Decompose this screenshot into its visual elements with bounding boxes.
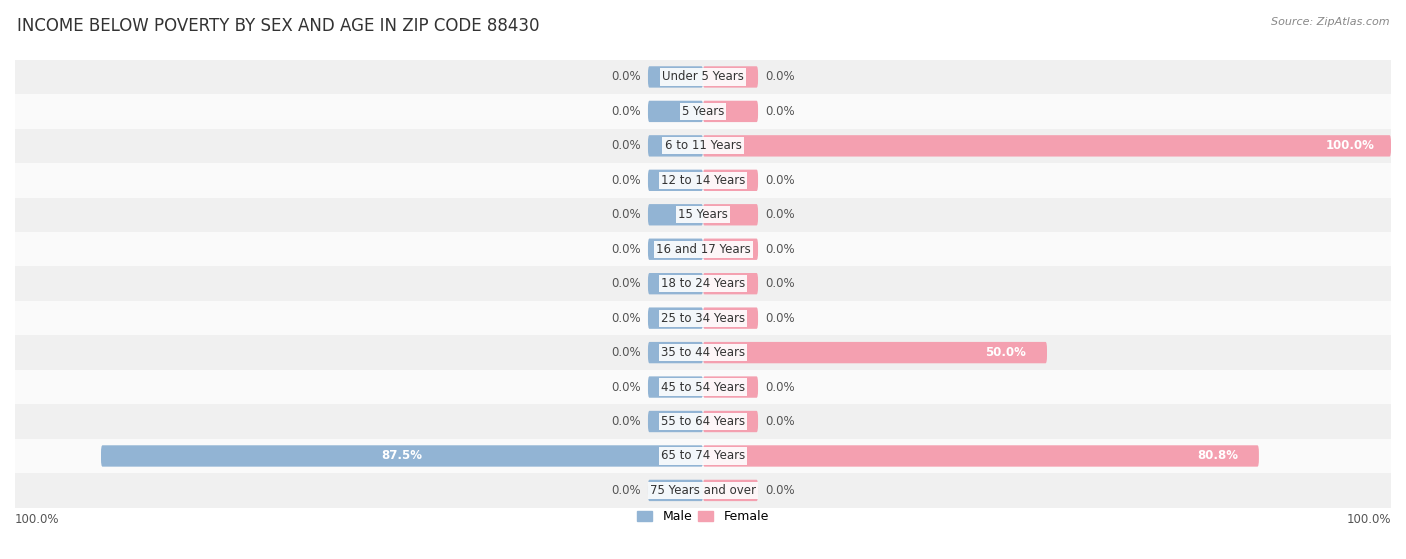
FancyBboxPatch shape [648, 169, 703, 191]
FancyBboxPatch shape [648, 67, 703, 88]
Text: 0.0%: 0.0% [612, 381, 641, 394]
Text: 0.0%: 0.0% [765, 174, 794, 187]
Text: 0.0%: 0.0% [612, 484, 641, 497]
FancyBboxPatch shape [648, 204, 703, 225]
Text: 0.0%: 0.0% [612, 70, 641, 83]
Text: 0.0%: 0.0% [765, 312, 794, 325]
Text: 6 to 11 Years: 6 to 11 Years [665, 139, 741, 153]
FancyBboxPatch shape [703, 480, 758, 501]
FancyBboxPatch shape [648, 101, 703, 122]
FancyBboxPatch shape [703, 273, 758, 295]
FancyBboxPatch shape [703, 307, 758, 329]
FancyBboxPatch shape [703, 411, 758, 432]
Text: Under 5 Years: Under 5 Years [662, 70, 744, 83]
Text: INCOME BELOW POVERTY BY SEX AND AGE IN ZIP CODE 88430: INCOME BELOW POVERTY BY SEX AND AGE IN Z… [17, 17, 540, 35]
FancyBboxPatch shape [101, 446, 703, 467]
FancyBboxPatch shape [15, 197, 1391, 232]
FancyBboxPatch shape [703, 376, 758, 398]
Text: 0.0%: 0.0% [765, 381, 794, 394]
FancyBboxPatch shape [15, 404, 1391, 439]
Text: 0.0%: 0.0% [765, 415, 794, 428]
Text: 0.0%: 0.0% [612, 139, 641, 153]
Text: 45 to 54 Years: 45 to 54 Years [661, 381, 745, 394]
FancyBboxPatch shape [703, 169, 758, 191]
Text: 0.0%: 0.0% [765, 105, 794, 118]
FancyBboxPatch shape [648, 135, 703, 157]
Text: 0.0%: 0.0% [612, 174, 641, 187]
Text: 87.5%: 87.5% [381, 449, 422, 462]
FancyBboxPatch shape [15, 163, 1391, 197]
FancyBboxPatch shape [703, 204, 758, 225]
Text: 5 Years: 5 Years [682, 105, 724, 118]
Text: 35 to 44 Years: 35 to 44 Years [661, 346, 745, 359]
FancyBboxPatch shape [703, 135, 1391, 157]
Legend: Male, Female: Male, Female [633, 505, 773, 528]
Text: 0.0%: 0.0% [612, 243, 641, 255]
Text: Source: ZipAtlas.com: Source: ZipAtlas.com [1271, 17, 1389, 27]
FancyBboxPatch shape [15, 94, 1391, 129]
FancyBboxPatch shape [15, 129, 1391, 163]
Text: 75 Years and over: 75 Years and over [650, 484, 756, 497]
Text: 25 to 34 Years: 25 to 34 Years [661, 312, 745, 325]
Text: 100.0%: 100.0% [15, 513, 59, 526]
FancyBboxPatch shape [15, 335, 1391, 370]
Text: 0.0%: 0.0% [765, 70, 794, 83]
Text: 0.0%: 0.0% [612, 312, 641, 325]
FancyBboxPatch shape [648, 307, 703, 329]
FancyBboxPatch shape [15, 473, 1391, 508]
FancyBboxPatch shape [648, 342, 703, 363]
FancyBboxPatch shape [15, 232, 1391, 267]
FancyBboxPatch shape [648, 376, 703, 398]
Text: 0.0%: 0.0% [765, 277, 794, 290]
FancyBboxPatch shape [703, 446, 1258, 467]
Text: 65 to 74 Years: 65 to 74 Years [661, 449, 745, 462]
Text: 18 to 24 Years: 18 to 24 Years [661, 277, 745, 290]
FancyBboxPatch shape [15, 370, 1391, 404]
Text: 100.0%: 100.0% [1347, 513, 1391, 526]
FancyBboxPatch shape [648, 273, 703, 295]
FancyBboxPatch shape [15, 60, 1391, 94]
Text: 0.0%: 0.0% [612, 105, 641, 118]
FancyBboxPatch shape [648, 411, 703, 432]
FancyBboxPatch shape [703, 239, 758, 260]
Text: 0.0%: 0.0% [765, 209, 794, 221]
Text: 0.0%: 0.0% [612, 277, 641, 290]
Text: 50.0%: 50.0% [986, 346, 1026, 359]
Text: 0.0%: 0.0% [765, 484, 794, 497]
Text: 0.0%: 0.0% [612, 209, 641, 221]
Text: 0.0%: 0.0% [612, 346, 641, 359]
FancyBboxPatch shape [703, 101, 758, 122]
FancyBboxPatch shape [703, 342, 1047, 363]
FancyBboxPatch shape [15, 301, 1391, 335]
Text: 12 to 14 Years: 12 to 14 Years [661, 174, 745, 187]
Text: 16 and 17 Years: 16 and 17 Years [655, 243, 751, 255]
Text: 80.8%: 80.8% [1197, 449, 1239, 462]
FancyBboxPatch shape [703, 67, 758, 88]
FancyBboxPatch shape [15, 267, 1391, 301]
FancyBboxPatch shape [15, 439, 1391, 473]
FancyBboxPatch shape [648, 239, 703, 260]
Text: 100.0%: 100.0% [1326, 139, 1374, 153]
Text: 15 Years: 15 Years [678, 209, 728, 221]
Text: 0.0%: 0.0% [765, 243, 794, 255]
Text: 55 to 64 Years: 55 to 64 Years [661, 415, 745, 428]
Text: 0.0%: 0.0% [612, 415, 641, 428]
FancyBboxPatch shape [648, 480, 703, 501]
